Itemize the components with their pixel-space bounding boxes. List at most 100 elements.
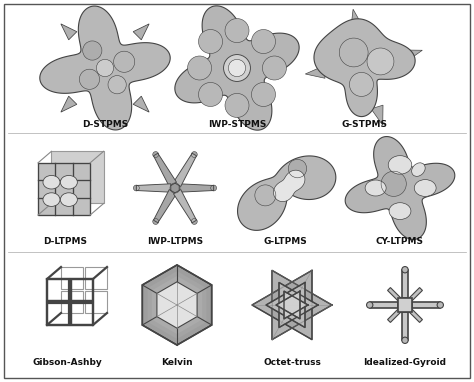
Circle shape [258, 189, 271, 201]
Circle shape [272, 65, 274, 67]
Circle shape [258, 89, 266, 97]
Circle shape [355, 78, 366, 89]
Ellipse shape [414, 180, 436, 196]
Circle shape [172, 185, 177, 190]
Circle shape [339, 38, 368, 67]
Circle shape [290, 161, 305, 176]
Circle shape [350, 49, 353, 52]
Circle shape [108, 76, 126, 94]
Circle shape [174, 187, 175, 188]
Circle shape [268, 62, 278, 72]
Circle shape [171, 184, 179, 192]
Circle shape [257, 187, 273, 203]
Circle shape [292, 163, 301, 173]
Circle shape [191, 59, 207, 75]
Ellipse shape [43, 193, 60, 206]
Circle shape [377, 58, 380, 61]
Circle shape [234, 102, 237, 106]
Circle shape [289, 160, 306, 177]
Circle shape [271, 65, 275, 68]
Circle shape [200, 31, 221, 52]
Circle shape [376, 58, 381, 62]
Circle shape [122, 60, 124, 61]
Circle shape [256, 34, 270, 48]
Circle shape [191, 219, 197, 224]
Circle shape [192, 60, 206, 74]
Circle shape [230, 24, 242, 36]
Circle shape [358, 81, 362, 85]
Polygon shape [164, 290, 190, 320]
Circle shape [227, 20, 246, 40]
Circle shape [227, 95, 246, 115]
Circle shape [154, 152, 157, 156]
Circle shape [193, 62, 203, 72]
Circle shape [154, 153, 157, 156]
Circle shape [383, 173, 404, 194]
Circle shape [80, 70, 99, 88]
Circle shape [191, 152, 197, 157]
Circle shape [390, 180, 394, 185]
Circle shape [385, 175, 401, 191]
Circle shape [192, 219, 197, 224]
Circle shape [88, 46, 94, 53]
Circle shape [153, 219, 159, 224]
Circle shape [353, 76, 369, 92]
Circle shape [192, 152, 196, 157]
Circle shape [154, 219, 158, 223]
Polygon shape [173, 189, 197, 223]
Text: IWP-LTPMS: IWP-LTPMS [147, 237, 203, 246]
Circle shape [381, 171, 406, 196]
Circle shape [259, 90, 265, 96]
FancyBboxPatch shape [38, 163, 90, 215]
Ellipse shape [411, 163, 425, 176]
Circle shape [253, 84, 273, 104]
Circle shape [258, 36, 266, 44]
Text: Kelvin: Kelvin [161, 358, 193, 367]
Polygon shape [273, 170, 305, 202]
Polygon shape [157, 282, 197, 328]
Circle shape [228, 21, 246, 39]
Polygon shape [305, 66, 325, 78]
Circle shape [170, 183, 180, 193]
Ellipse shape [60, 175, 77, 189]
Circle shape [369, 50, 392, 72]
Circle shape [114, 81, 118, 86]
Circle shape [82, 41, 102, 60]
Polygon shape [276, 291, 300, 319]
Circle shape [261, 92, 263, 94]
Circle shape [191, 219, 197, 224]
Circle shape [112, 79, 121, 89]
Ellipse shape [60, 193, 77, 206]
Circle shape [172, 185, 178, 191]
Circle shape [343, 42, 363, 62]
Circle shape [228, 22, 245, 38]
Polygon shape [175, 6, 299, 130]
Circle shape [205, 36, 213, 44]
Polygon shape [402, 270, 408, 298]
Circle shape [115, 83, 117, 84]
Circle shape [255, 33, 271, 49]
Circle shape [201, 85, 219, 103]
Circle shape [357, 80, 363, 86]
Circle shape [118, 55, 130, 67]
Circle shape [203, 34, 217, 48]
Circle shape [155, 154, 156, 155]
Circle shape [225, 94, 249, 117]
Circle shape [255, 186, 275, 205]
Circle shape [228, 96, 246, 114]
Polygon shape [351, 9, 363, 29]
Circle shape [256, 87, 269, 100]
Polygon shape [237, 156, 336, 230]
Circle shape [154, 219, 157, 223]
Circle shape [87, 76, 90, 80]
Circle shape [256, 87, 270, 101]
Circle shape [211, 186, 216, 190]
Circle shape [100, 63, 109, 72]
Circle shape [153, 152, 158, 157]
Circle shape [356, 79, 364, 87]
Circle shape [155, 221, 156, 222]
Circle shape [153, 152, 158, 157]
Circle shape [293, 165, 300, 171]
Circle shape [270, 64, 276, 70]
Circle shape [368, 49, 392, 74]
